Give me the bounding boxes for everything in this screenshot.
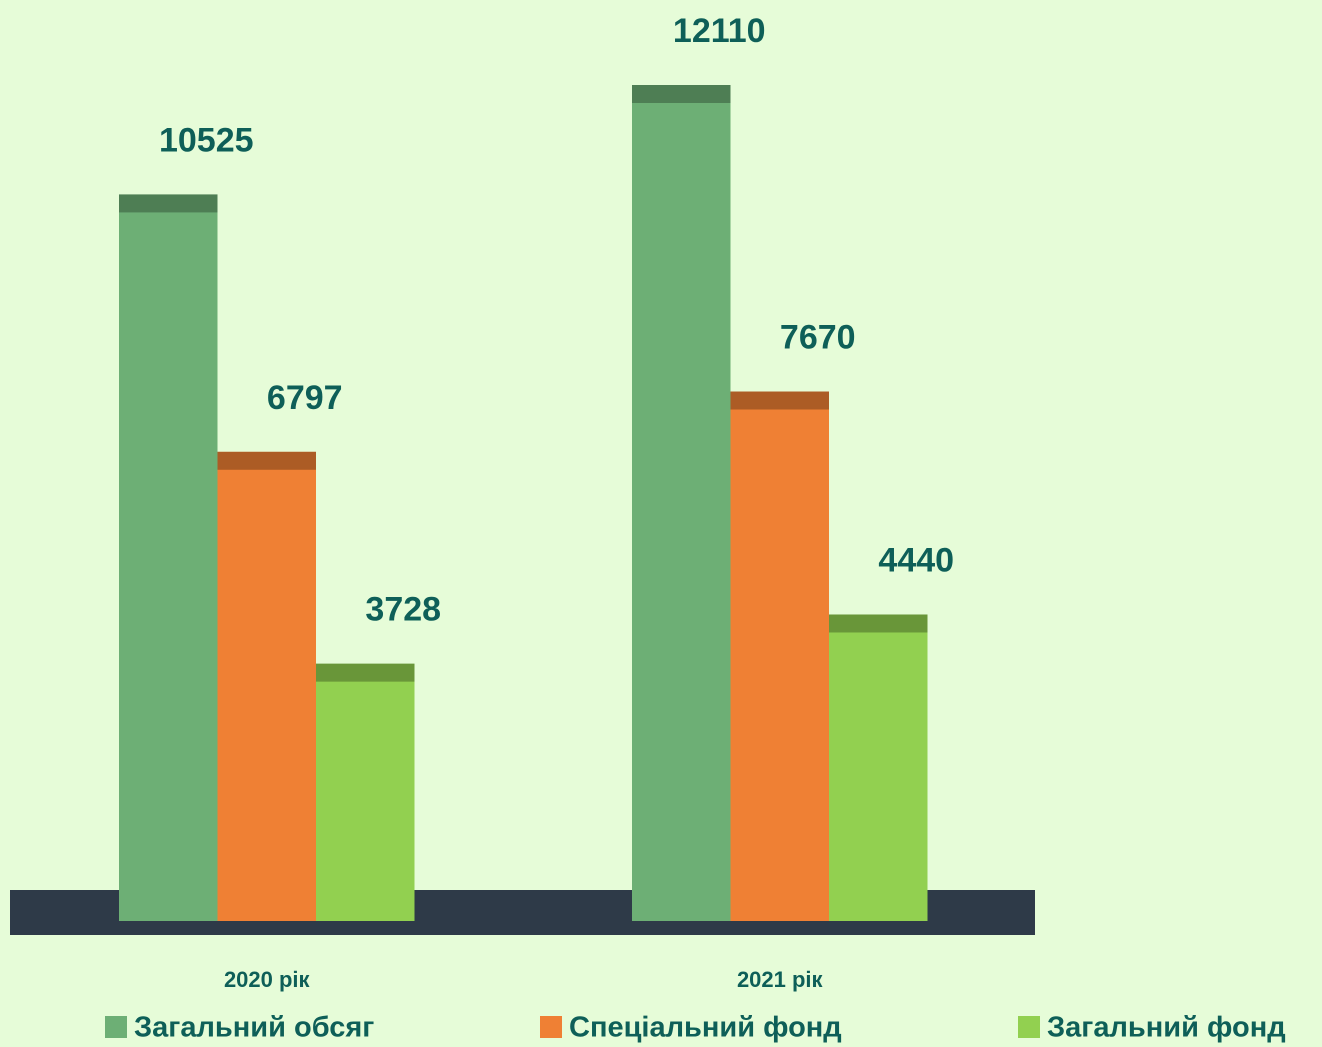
value-label: 7670 <box>780 318 856 356</box>
bar-cap <box>217 451 316 470</box>
value-label: 12110 <box>673 12 766 50</box>
bar <box>316 663 415 921</box>
value-label: 4440 <box>878 541 954 579</box>
legend-label: Загальний обсяг <box>134 1012 374 1044</box>
value-label: 6797 <box>267 379 343 417</box>
value-label: 3728 <box>365 591 441 629</box>
legend-swatch <box>105 1016 127 1038</box>
bar <box>119 194 218 922</box>
bar-cap <box>632 85 731 103</box>
x-tick-label: 2020 рік <box>224 967 311 992</box>
bar <box>730 391 829 921</box>
bar-cap <box>316 663 415 682</box>
legend-swatch <box>1018 1016 1040 1038</box>
bar-cap <box>829 614 928 633</box>
bar <box>632 85 731 921</box>
bar <box>829 614 928 921</box>
x-tick-label: 2021 рік <box>737 967 824 992</box>
legend-label: Загальний фонд <box>1047 1012 1286 1044</box>
bar-cap <box>730 391 829 410</box>
bar <box>217 451 316 921</box>
legend-label: Спеціальний фонд <box>569 1012 842 1044</box>
bar-cap <box>119 194 218 213</box>
legend-swatch <box>540 1016 562 1038</box>
value-label: 10525 <box>159 121 254 159</box>
